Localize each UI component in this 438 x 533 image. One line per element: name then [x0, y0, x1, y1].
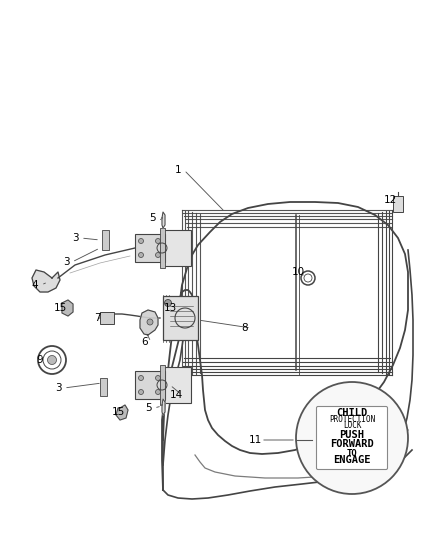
Text: 10: 10 — [291, 267, 304, 277]
FancyBboxPatch shape — [317, 407, 388, 470]
Text: TO: TO — [346, 448, 357, 457]
Text: 5: 5 — [145, 403, 151, 413]
Bar — [163, 367, 191, 403]
Bar — [135, 234, 165, 262]
Bar — [100, 312, 114, 324]
Circle shape — [138, 376, 144, 381]
Circle shape — [155, 238, 160, 244]
Text: 6: 6 — [141, 337, 148, 347]
Polygon shape — [162, 399, 165, 415]
Text: 15: 15 — [53, 303, 67, 313]
Bar — [163, 296, 198, 340]
Text: 1: 1 — [175, 165, 181, 175]
Bar — [160, 228, 165, 268]
Text: PUSH: PUSH — [339, 430, 364, 440]
Bar — [102, 230, 109, 250]
Text: 5: 5 — [148, 213, 155, 223]
Circle shape — [296, 382, 408, 494]
Polygon shape — [162, 212, 165, 228]
Bar — [100, 378, 107, 396]
Polygon shape — [32, 270, 60, 292]
Circle shape — [47, 356, 57, 365]
Text: 9: 9 — [37, 355, 43, 365]
Text: LOCK: LOCK — [343, 422, 361, 431]
Text: 15: 15 — [111, 407, 125, 417]
Text: CHILD: CHILD — [336, 408, 367, 418]
Text: PROTECTION: PROTECTION — [329, 416, 375, 424]
Bar — [160, 365, 165, 405]
Polygon shape — [140, 310, 158, 335]
Polygon shape — [62, 300, 73, 316]
Text: 14: 14 — [170, 390, 183, 400]
Text: FORWARD: FORWARD — [330, 439, 374, 449]
Bar — [393, 196, 403, 212]
Text: 12: 12 — [383, 195, 397, 205]
Text: 4: 4 — [32, 280, 38, 290]
Circle shape — [155, 253, 160, 257]
Polygon shape — [116, 405, 128, 420]
Text: 3: 3 — [63, 257, 69, 267]
Circle shape — [155, 390, 160, 394]
Circle shape — [147, 319, 153, 325]
Text: 13: 13 — [163, 303, 177, 313]
Text: 11: 11 — [248, 435, 261, 445]
Circle shape — [138, 390, 144, 394]
Text: 3: 3 — [72, 233, 78, 243]
Text: 7: 7 — [94, 313, 100, 323]
Text: 3: 3 — [55, 383, 61, 393]
Text: 8: 8 — [242, 323, 248, 333]
Circle shape — [155, 376, 160, 381]
Circle shape — [138, 238, 144, 244]
Bar — [163, 230, 191, 266]
Bar — [135, 371, 165, 399]
Circle shape — [138, 253, 144, 257]
Circle shape — [165, 300, 172, 306]
Text: ENGAGE: ENGAGE — [333, 455, 371, 465]
